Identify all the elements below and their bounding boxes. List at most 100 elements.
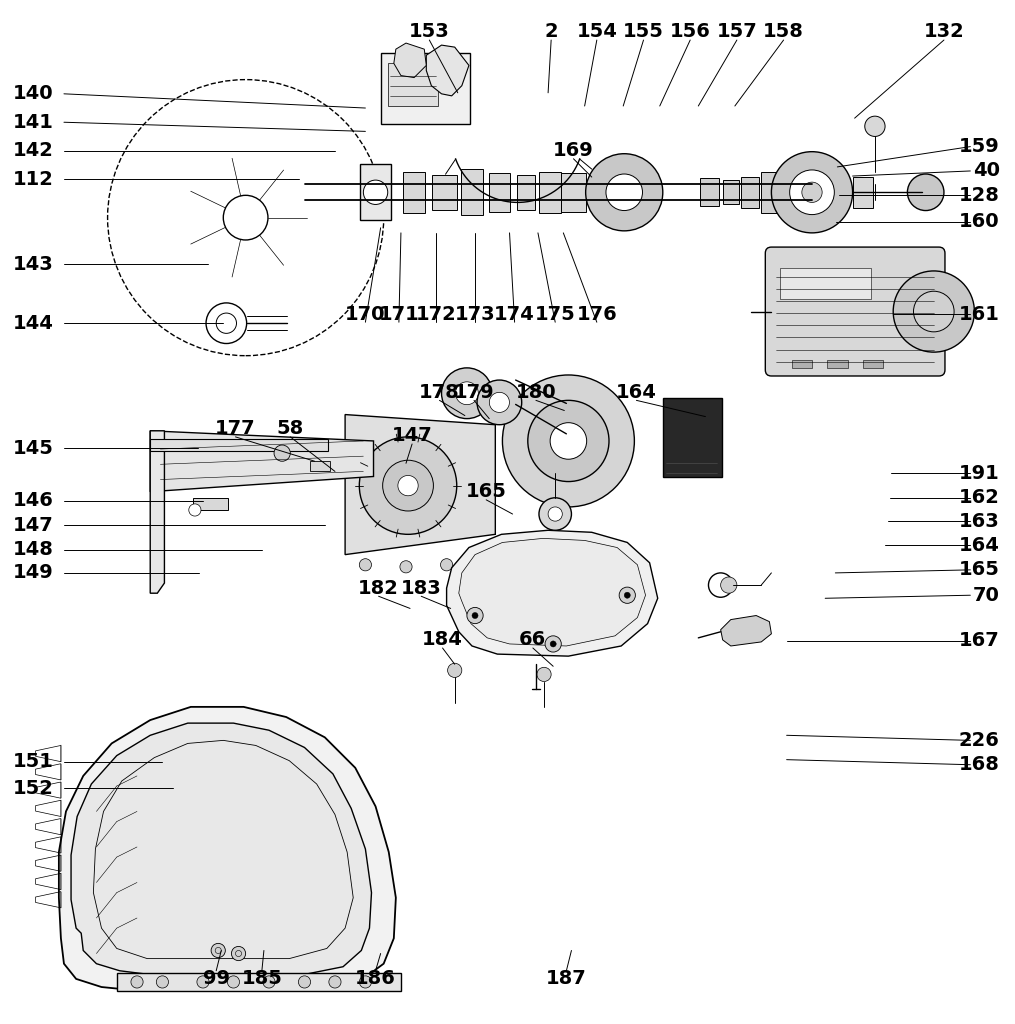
Circle shape: [383, 460, 433, 511]
Circle shape: [211, 943, 225, 957]
Text: 40: 40: [972, 162, 1000, 180]
Circle shape: [528, 400, 609, 481]
Text: 164: 164: [616, 383, 657, 401]
Circle shape: [400, 561, 412, 572]
Text: 169: 169: [553, 141, 594, 160]
Circle shape: [398, 475, 418, 496]
Text: 147: 147: [13, 516, 54, 535]
Circle shape: [441, 559, 453, 570]
Text: 147: 147: [392, 426, 432, 445]
Bar: [150, 439, 328, 452]
Text: 191: 191: [959, 464, 1000, 483]
Text: 175: 175: [535, 304, 576, 324]
Text: 153: 153: [409, 23, 450, 41]
Text: 165: 165: [466, 482, 506, 501]
Bar: [723, 180, 739, 205]
Text: 148: 148: [13, 540, 54, 559]
Circle shape: [550, 423, 587, 459]
Polygon shape: [459, 539, 646, 646]
Text: 157: 157: [717, 23, 757, 41]
Bar: [360, 165, 391, 220]
Bar: [761, 172, 787, 213]
Circle shape: [907, 174, 944, 211]
Polygon shape: [150, 431, 374, 492]
Circle shape: [865, 116, 885, 136]
Text: 163: 163: [959, 512, 1000, 530]
Text: 58: 58: [277, 419, 303, 438]
Circle shape: [624, 592, 630, 598]
Circle shape: [467, 607, 483, 624]
Polygon shape: [426, 45, 469, 96]
Text: 142: 142: [13, 141, 54, 160]
Bar: [863, 359, 883, 368]
Circle shape: [359, 976, 371, 988]
Text: 184: 184: [422, 631, 463, 649]
Bar: [117, 973, 401, 991]
Circle shape: [489, 392, 510, 413]
Text: 226: 226: [959, 731, 1000, 750]
Circle shape: [619, 587, 635, 603]
Text: 141: 141: [13, 113, 54, 132]
Text: 182: 182: [358, 579, 399, 598]
Circle shape: [298, 976, 311, 988]
Bar: [741, 177, 759, 208]
Text: 155: 155: [623, 23, 664, 41]
Text: 66: 66: [520, 631, 546, 649]
Circle shape: [548, 507, 562, 521]
Polygon shape: [150, 431, 164, 593]
Circle shape: [471, 557, 483, 569]
Circle shape: [586, 154, 663, 230]
Circle shape: [790, 170, 834, 215]
Bar: [792, 359, 812, 368]
Bar: [403, 172, 425, 213]
Bar: [431, 174, 457, 210]
Text: 70: 70: [973, 586, 1000, 605]
Circle shape: [442, 368, 492, 419]
Text: 144: 144: [13, 313, 54, 333]
Text: 156: 156: [670, 23, 710, 41]
Circle shape: [893, 271, 974, 352]
FancyBboxPatch shape: [765, 247, 945, 376]
Circle shape: [537, 668, 551, 682]
Text: 99: 99: [203, 970, 229, 988]
Polygon shape: [71, 723, 371, 975]
Text: 143: 143: [13, 255, 54, 273]
Circle shape: [231, 946, 246, 961]
Circle shape: [263, 976, 275, 988]
Text: 140: 140: [13, 84, 54, 103]
Text: 180: 180: [516, 383, 556, 401]
Circle shape: [771, 152, 853, 232]
Text: 174: 174: [494, 304, 535, 324]
Text: 164: 164: [959, 536, 1000, 555]
Circle shape: [131, 976, 143, 988]
Polygon shape: [59, 707, 396, 991]
Bar: [853, 177, 873, 208]
Circle shape: [156, 976, 168, 988]
Circle shape: [359, 437, 457, 535]
Bar: [539, 172, 561, 213]
Text: 173: 173: [455, 304, 495, 324]
Polygon shape: [721, 615, 771, 646]
Text: 167: 167: [959, 632, 1000, 650]
Circle shape: [606, 174, 642, 211]
Polygon shape: [345, 415, 495, 555]
Text: 172: 172: [416, 304, 457, 324]
Bar: [663, 398, 722, 477]
Text: 161: 161: [959, 304, 1000, 324]
Bar: [489, 173, 510, 212]
Bar: [461, 169, 483, 215]
Circle shape: [477, 380, 522, 425]
Text: 2: 2: [544, 23, 558, 41]
Text: 176: 176: [577, 304, 617, 324]
Text: 170: 170: [345, 304, 386, 324]
Text: 151: 151: [13, 753, 54, 771]
Circle shape: [550, 641, 556, 647]
Bar: [517, 174, 535, 210]
Circle shape: [456, 382, 478, 404]
Text: 145: 145: [13, 438, 54, 458]
Circle shape: [329, 976, 341, 988]
Circle shape: [359, 559, 371, 570]
Text: 171: 171: [379, 304, 419, 324]
Circle shape: [914, 291, 954, 332]
Bar: [560, 173, 587, 212]
